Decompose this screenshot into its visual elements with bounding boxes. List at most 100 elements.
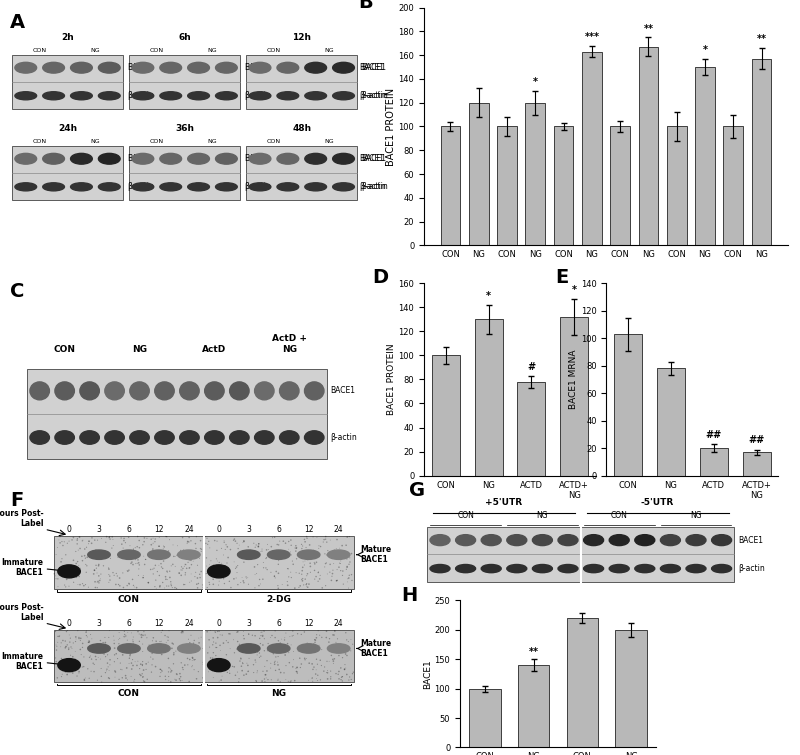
Text: NG: NG — [208, 139, 218, 144]
Text: F: F — [10, 491, 23, 510]
Point — [290, 540, 302, 552]
Point — [177, 627, 190, 639]
Point — [253, 580, 266, 592]
Point — [227, 535, 240, 547]
Point — [328, 553, 341, 565]
Point — [192, 578, 205, 590]
Ellipse shape — [254, 431, 274, 444]
Point — [50, 652, 62, 664]
Point — [114, 572, 126, 584]
Point — [213, 575, 226, 587]
Point — [296, 540, 309, 552]
Point — [208, 665, 221, 677]
Point — [133, 635, 146, 647]
Bar — [554, 126, 574, 245]
Point — [333, 673, 346, 685]
Ellipse shape — [132, 153, 154, 164]
Point — [290, 567, 302, 579]
Point — [294, 661, 306, 673]
Point — [174, 670, 187, 683]
Point — [106, 542, 118, 554]
Ellipse shape — [661, 535, 680, 546]
Point — [94, 548, 106, 560]
Point — [314, 673, 327, 686]
Point — [217, 572, 230, 584]
Point — [121, 673, 134, 686]
Point — [59, 664, 72, 676]
Point — [149, 559, 162, 572]
Point — [330, 575, 343, 587]
Point — [57, 540, 70, 552]
Point — [330, 639, 343, 652]
Point — [162, 634, 174, 646]
Point — [346, 575, 358, 587]
Point — [51, 636, 64, 649]
Ellipse shape — [70, 63, 92, 73]
Point — [285, 539, 298, 551]
Text: 6: 6 — [276, 619, 281, 628]
Point — [183, 636, 196, 649]
Point — [292, 645, 305, 657]
Text: Immature
BACE1: Immature BACE1 — [2, 558, 43, 577]
Point — [252, 538, 265, 550]
Point — [308, 550, 321, 562]
Point — [263, 550, 276, 562]
Point — [343, 643, 356, 655]
Point — [340, 634, 353, 646]
Point — [220, 649, 233, 661]
Point — [67, 576, 80, 588]
Point — [137, 629, 150, 641]
Point — [108, 642, 121, 654]
Point — [310, 664, 322, 676]
Point — [119, 537, 132, 549]
Point — [166, 539, 179, 551]
Point — [82, 636, 94, 649]
Point — [318, 661, 331, 673]
Ellipse shape — [456, 565, 475, 573]
Point — [80, 625, 93, 637]
Point — [133, 535, 146, 547]
Point — [138, 535, 150, 547]
Ellipse shape — [482, 565, 501, 573]
Point — [141, 632, 154, 644]
Point — [177, 626, 190, 638]
Point — [82, 581, 95, 593]
Point — [345, 673, 358, 686]
Point — [282, 571, 295, 583]
Point — [185, 629, 198, 641]
Point — [101, 649, 114, 661]
Point — [198, 565, 210, 578]
Bar — [614, 334, 642, 476]
Text: β-actin: β-actin — [127, 91, 154, 100]
Ellipse shape — [42, 91, 65, 100]
Ellipse shape — [686, 565, 706, 573]
Point — [324, 559, 337, 571]
Point — [281, 640, 294, 652]
Point — [272, 673, 285, 686]
Point — [310, 668, 322, 680]
Bar — [518, 665, 550, 747]
Text: 12: 12 — [304, 525, 314, 535]
Point — [262, 673, 274, 686]
Point — [233, 638, 246, 650]
Point — [250, 676, 263, 688]
Point — [61, 669, 74, 681]
Point — [212, 569, 225, 581]
Point — [314, 569, 326, 581]
Ellipse shape — [238, 550, 260, 559]
Ellipse shape — [160, 153, 182, 164]
Point — [164, 676, 177, 688]
Point — [197, 672, 210, 684]
Point — [61, 572, 74, 584]
Point — [134, 658, 147, 670]
Point — [249, 547, 262, 559]
Point — [295, 628, 308, 640]
Point — [330, 575, 343, 587]
Point — [299, 573, 312, 585]
Point — [234, 576, 247, 588]
Point — [66, 651, 79, 663]
Point — [326, 570, 338, 582]
Point — [190, 640, 202, 652]
Ellipse shape — [80, 431, 99, 444]
Point — [48, 658, 61, 670]
